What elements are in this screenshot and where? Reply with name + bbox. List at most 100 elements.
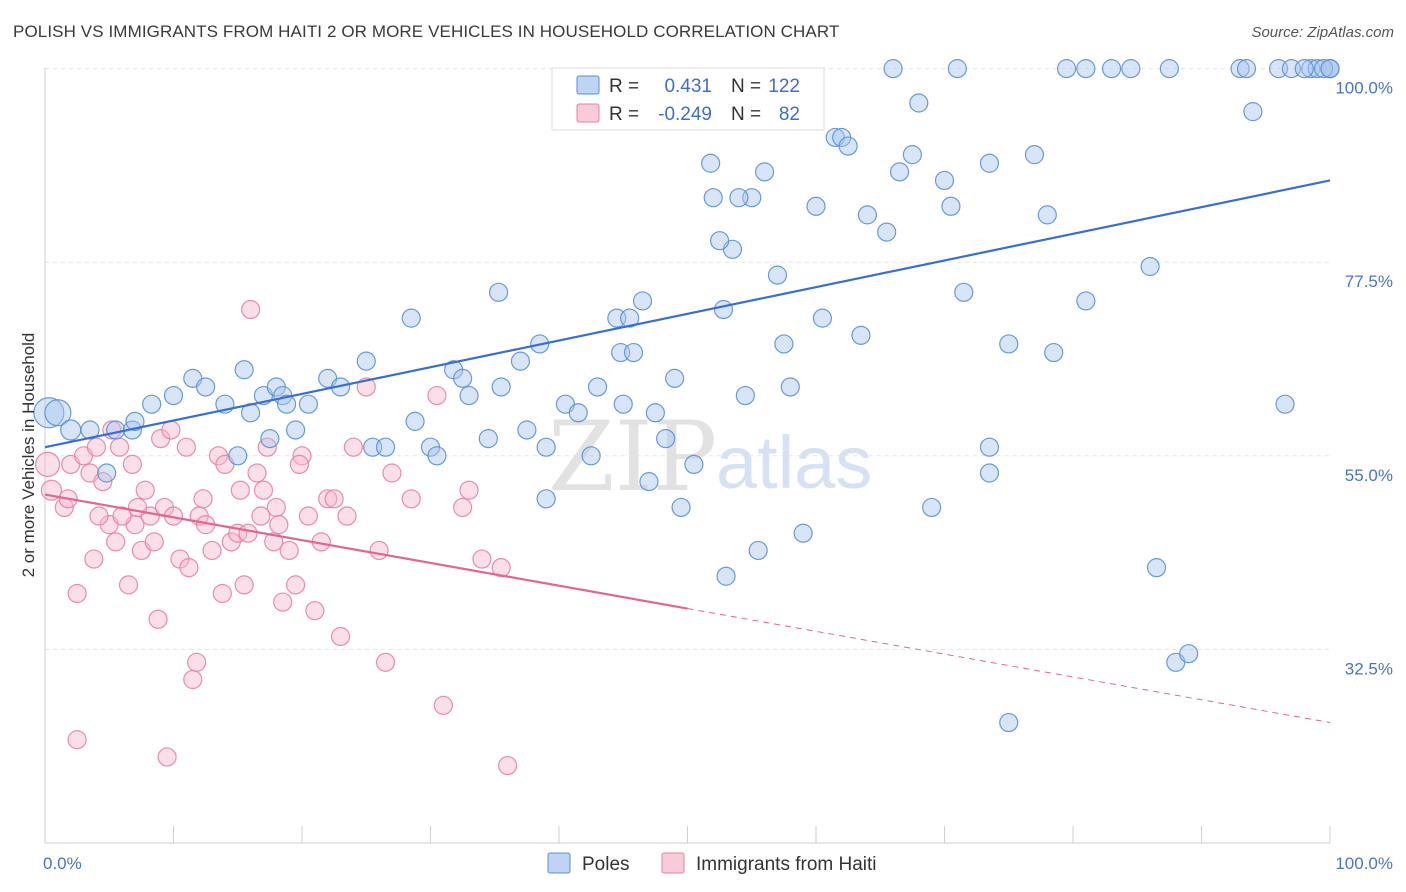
poles-point-81 [999,334,1019,354]
chart-title: POLISH VS IMMIGRANTS FROM HAITI 2 OR MOR… [13,22,840,41]
axes [44,68,1331,844]
poles-point-108 [979,463,1000,483]
haiti-point-78 [251,506,271,526]
legend-swatch-poles [576,75,600,95]
poles-point-34 [489,282,509,302]
haiti-point-61 [433,695,453,715]
poles-point-18 [276,394,297,414]
legend-n-value-haiti: 82 [779,104,800,125]
poles-point-71 [877,222,897,242]
poles-point-98 [536,489,556,509]
y-tick-label-2: 77.5% [1345,272,1393,291]
poles-point-48 [632,291,653,311]
poles-point-1 [44,399,72,427]
poles-point-78 [947,59,967,79]
poles-point-26 [401,308,421,328]
haiti-point-13 [118,575,139,595]
poles-point-41 [568,403,588,423]
haiti-point-49 [305,601,325,621]
poles-point-86 [1101,59,1122,79]
poles-point-37 [517,420,537,440]
y-axis-label: 2 or more Vehicles in Household [19,333,38,578]
legend-r-value-haiti: -0.249 [658,104,712,125]
series-legend-swatch-poles [547,852,571,874]
poles-point-83 [1037,205,1057,225]
poles-point-100 [748,540,768,561]
poles-point-57 [713,299,734,320]
y-tick-label-3: 100.0% [1335,79,1393,98]
series-legend-label-haiti: Immigrants from Haiti [696,854,877,875]
haiti-point-81 [324,489,344,509]
poles-point-25 [375,437,396,457]
legend-n-label-poles: N = [731,76,761,97]
poles-point-27 [405,411,425,431]
poles-point-52 [665,368,685,388]
poles-point-66 [812,308,833,328]
poles-point-76 [922,497,942,518]
haiti-point-19 [144,532,164,552]
poles-points [33,59,1340,733]
haiti-point-73 [127,497,148,518]
haiti-point-60 [427,385,447,406]
poles-trend-line [44,179,1331,449]
poles-point-74 [902,145,922,165]
haiti-point-40 [253,480,274,500]
poles-point-79 [979,153,1000,173]
haiti-point-62 [453,497,473,518]
haiti-point-75 [179,558,199,578]
poles-point-84 [1056,59,1077,79]
poles-point-64 [780,377,800,397]
legend: R = 0.431 N = 122 R = -0.249 N = 82 [551,67,825,131]
haiti-point-56 [369,540,389,561]
poles-point-107 [954,282,974,302]
haiti-point-52 [330,626,351,647]
haiti-point-42 [264,532,284,552]
haiti-point-45 [279,540,299,561]
poles-point-59 [735,385,755,406]
poles-point-120 [228,446,248,466]
haiti-point-12 [109,437,130,457]
haiti-point-26 [183,669,203,690]
haiti-point-76 [212,583,232,604]
series-legend-swatch-haiti [661,852,685,874]
poles-point-111 [1076,59,1096,79]
poles-point-63 [774,334,794,354]
poles-point-20 [298,394,319,414]
poles-point-80 [979,437,1000,457]
haiti-point-27 [187,652,207,672]
poles-point-9 [163,385,184,406]
haiti-point-44 [273,592,293,612]
poles-point-70 [857,205,878,225]
poles-point-69 [851,325,871,345]
trend-lines [44,179,1331,724]
poles-point-54 [684,454,704,475]
poles-point-35 [491,377,511,397]
poles-point-33 [478,428,498,449]
haiti-point-17 [135,480,155,500]
legend-r-label-haiti: R = [609,104,639,125]
haiti-point-74 [148,609,168,629]
poles-point-99 [716,566,736,586]
haiti-point-53 [337,506,357,526]
poles-point-42 [581,446,601,466]
poles-point-11 [196,377,216,397]
haiti-point-80 [289,454,310,475]
poles-point-50 [645,403,665,423]
poles-point-7 [125,411,145,431]
legend-n-label-haiti: N = [731,104,761,125]
poles-point-49 [639,472,659,492]
poles-point-101 [613,394,633,414]
poles-point-75 [909,93,929,113]
poles-point-82 [1024,145,1045,165]
poles-point-104 [806,196,826,216]
haiti-point-72 [112,506,132,526]
poles-point-5 [97,463,117,483]
poles-point-61 [754,162,775,182]
legend-n-value-poles: 122 [768,76,800,97]
haiti-point-69 [84,549,104,569]
haiti-trend-line [44,493,688,610]
poles-point-39 [536,437,556,457]
haiti-point-79 [269,515,289,535]
y-tick-label-1: 55.0% [1345,466,1393,485]
